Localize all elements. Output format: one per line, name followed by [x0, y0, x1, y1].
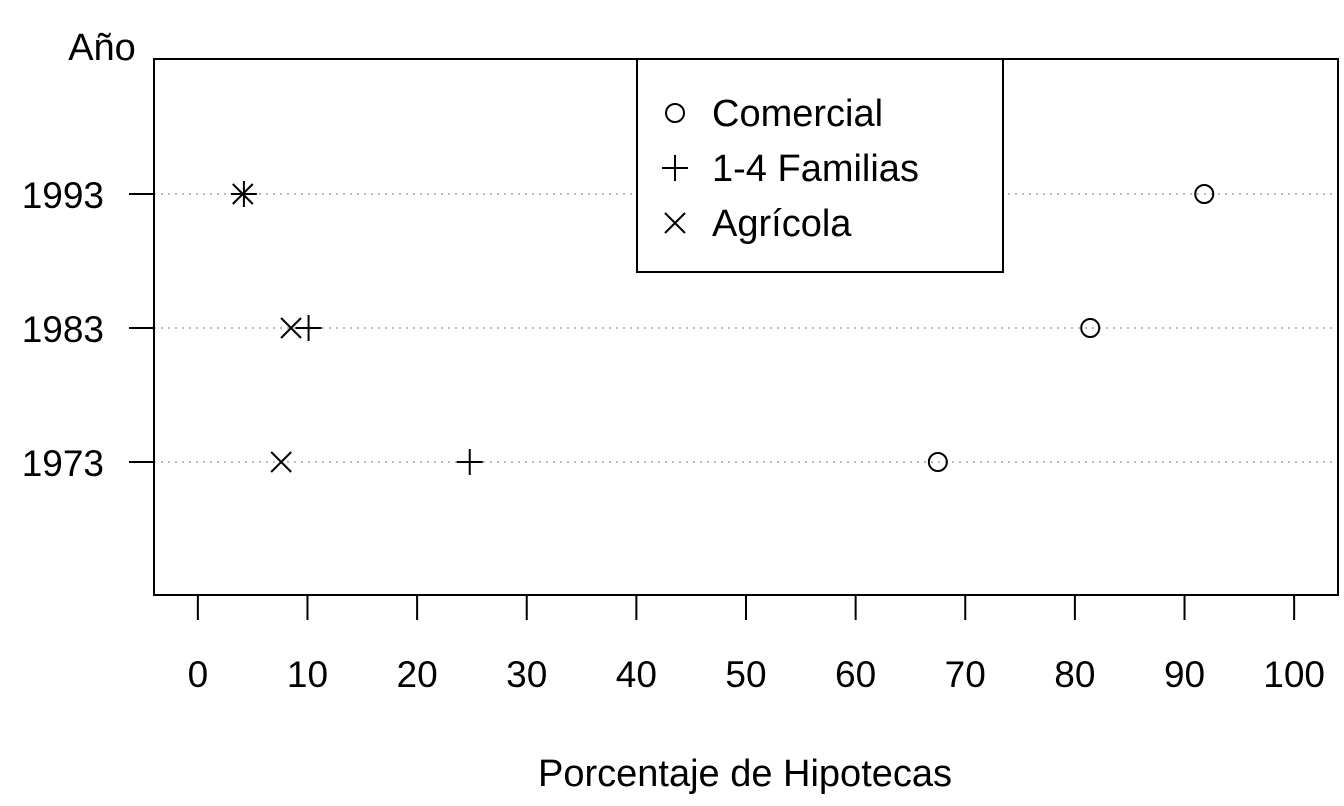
- y-axis-title: Año: [68, 27, 136, 69]
- point-circle-1993: [1194, 184, 1215, 204]
- grid-lines: [154, 193, 1338, 463]
- y-axis: 1973 1983 1993: [22, 175, 154, 484]
- x-tick-label: 30: [506, 654, 547, 695]
- y-tick-label: 1993: [22, 175, 104, 216]
- y-tick-label: 1973: [22, 443, 104, 484]
- legend-marker-plus: [662, 155, 688, 181]
- y-tick-label: 1983: [22, 309, 104, 350]
- x-tick-label: 60: [835, 654, 876, 695]
- legend-label: Agrícola: [712, 203, 852, 245]
- x-tick-label: 0: [188, 654, 209, 695]
- x-axis: 0 10 20 30 40 50 60 70 80 90 100: [188, 594, 1325, 695]
- x-tick-label: 70: [945, 654, 986, 695]
- legend-marker-circle: [665, 103, 685, 123]
- legend-marker-cross: [664, 212, 686, 234]
- x-tick-label: 20: [397, 654, 438, 695]
- x-tick-label: 100: [1263, 654, 1325, 695]
- point-cross-1983: [280, 317, 302, 339]
- x-tick-label: 10: [287, 654, 328, 695]
- point-cross-1973: [270, 451, 292, 473]
- x-tick-label: 40: [616, 654, 657, 695]
- legend-label: 1-4 Familias: [712, 148, 919, 190]
- point-cross-1993: [232, 183, 254, 205]
- point-circle-1973: [927, 452, 948, 472]
- point-plus-1973: [456, 449, 483, 475]
- point-circle-1983: [1080, 318, 1101, 338]
- x-tick-label: 50: [725, 654, 766, 695]
- legend-box: [636, 58, 1004, 273]
- point-plus-1983: [295, 315, 322, 341]
- x-tick-label: 90: [1164, 654, 1205, 695]
- x-axis-title: Porcentaje de Hipotecas: [538, 753, 952, 795]
- legend-label: Comercial: [712, 93, 883, 135]
- x-tick-label: 80: [1054, 654, 1095, 695]
- legend: Comercial 1-4 Familias Agrícola: [636, 58, 1004, 273]
- data-points: [230, 181, 1215, 475]
